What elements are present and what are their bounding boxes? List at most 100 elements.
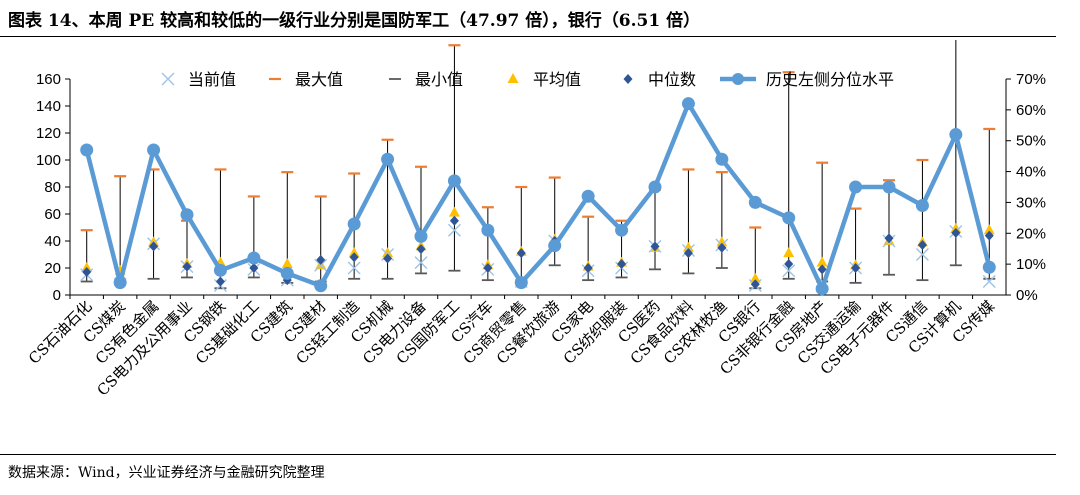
- percentile-point: [347, 217, 361, 231]
- median-marker: [182, 261, 192, 272]
- legend-label: 当前值: [188, 70, 236, 89]
- y-left-tick-label: 120: [36, 125, 61, 142]
- y-right-tick-label: 70%: [1016, 71, 1046, 88]
- percentile-point: [180, 208, 194, 222]
- avg-marker: [950, 222, 962, 233]
- chart-title: 图表 14、本周 PE 较高和较低的一级行业分别是国防军工（47.97 倍），银…: [8, 11, 701, 31]
- percentile-point: [314, 279, 328, 293]
- median-marker: [650, 241, 660, 252]
- percentile-point: [213, 263, 227, 277]
- percentile-point: [280, 266, 294, 280]
- source-note: 数据来源：Wind，兴业证券经济与金融研究院整理: [8, 465, 325, 481]
- avg-marker: [816, 256, 828, 267]
- y-left-tick-label: 20: [44, 260, 61, 277]
- title-rule: [0, 36, 1056, 37]
- median-marker: [884, 233, 894, 244]
- current-marker: [915, 248, 929, 261]
- median-marker: [851, 263, 861, 273]
- y-left-tick-label: 140: [36, 98, 61, 115]
- percentile-point: [581, 189, 595, 203]
- percentile-point: [247, 251, 261, 265]
- avg-marker: [749, 272, 761, 283]
- y-right-tick-label: 10%: [1016, 256, 1046, 273]
- source-rule: [0, 454, 1056, 455]
- current-marker: [982, 275, 996, 288]
- legend-label: 最小值: [415, 70, 463, 89]
- percentile-point: [882, 180, 896, 194]
- median-marker: [149, 241, 159, 252]
- median-marker: [316, 254, 326, 265]
- avg-marker: [983, 224, 995, 235]
- avg-marker: [716, 236, 728, 247]
- median-marker: [449, 215, 459, 226]
- legend-label: 历史左侧分位水平: [766, 70, 894, 89]
- current-marker: [347, 261, 361, 275]
- median-marker: [349, 252, 359, 263]
- y-left-tick-label: 0: [53, 287, 61, 304]
- y-right-tick-label: 30%: [1016, 194, 1046, 211]
- percentile-point: [648, 180, 662, 194]
- percentile-point: [113, 276, 127, 290]
- y-left-tick-label: 60: [44, 206, 61, 223]
- percentile-point: [982, 260, 996, 274]
- percentile-point: [447, 174, 461, 188]
- percentile-point: [949, 128, 963, 142]
- median-marker: [416, 244, 426, 255]
- avg-marker: [81, 262, 93, 272]
- legend-line-point: [732, 73, 744, 85]
- median-marker: [82, 267, 92, 278]
- percentile-point: [414, 229, 428, 243]
- percentile-point: [915, 199, 929, 213]
- percentile-point: [782, 211, 796, 225]
- avg-marker: [281, 257, 293, 268]
- median-marker: [516, 248, 526, 259]
- y-left-tick-label: 100: [36, 152, 61, 169]
- median-marker: [951, 227, 961, 238]
- y-right-tick-label: 0%: [1016, 287, 1038, 304]
- median-marker: [249, 263, 259, 273]
- y-right-tick-label: 40%: [1016, 164, 1046, 181]
- median-marker: [984, 230, 994, 241]
- median-marker: [717, 242, 727, 253]
- legend-median-swatch: [623, 74, 633, 84]
- legend-label: 最大值: [295, 70, 343, 89]
- avg-marker: [148, 236, 160, 247]
- percentile-point: [514, 276, 528, 290]
- current-marker: [447, 223, 461, 237]
- median-marker: [784, 258, 794, 269]
- avg-marker: [382, 247, 394, 258]
- median-marker: [215, 276, 225, 287]
- percentile-point: [381, 152, 395, 166]
- legend-label: 平均值: [533, 70, 581, 89]
- legend-avg-swatch: [507, 73, 519, 83]
- percentile-point: [815, 282, 829, 296]
- median-marker: [817, 264, 827, 275]
- current-marker: [782, 264, 796, 278]
- percentile-point: [748, 195, 762, 209]
- median-marker: [483, 263, 493, 273]
- percentile-point: [681, 97, 695, 111]
- median-marker: [917, 240, 927, 251]
- percentile-point: [80, 143, 94, 157]
- median-marker: [617, 258, 627, 269]
- y-left-tick-label: 40: [44, 233, 61, 250]
- median-marker: [683, 248, 693, 259]
- y-right-tick-label: 60%: [1016, 102, 1046, 119]
- median-marker: [750, 279, 760, 290]
- current-marker: [414, 256, 428, 270]
- y-right-tick-label: 50%: [1016, 133, 1046, 150]
- percentile-point: [615, 223, 629, 237]
- percentile-point: [715, 152, 729, 166]
- legend-current-swatch: [161, 72, 175, 86]
- avg-marker: [783, 247, 795, 258]
- percentile-point: [548, 239, 562, 253]
- y-left-tick-label: 160: [36, 71, 61, 88]
- percentile-point: [147, 143, 161, 157]
- percentile-point: [481, 223, 495, 237]
- legend-label: 中位数: [648, 70, 696, 89]
- y-right-tick-label: 20%: [1016, 225, 1046, 242]
- avg-marker: [348, 247, 360, 258]
- y-left-tick-label: 80: [44, 179, 61, 196]
- avg-marker: [448, 206, 460, 217]
- percentile-line: [84, 101, 992, 292]
